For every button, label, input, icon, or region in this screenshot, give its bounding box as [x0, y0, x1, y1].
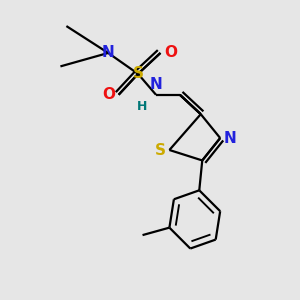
Text: N: N: [150, 77, 162, 92]
Text: O: O: [164, 46, 177, 61]
Text: S: S: [155, 142, 166, 158]
Text: S: S: [133, 66, 144, 81]
Text: N: N: [224, 130, 236, 146]
Text: N: N: [102, 46, 115, 61]
Text: O: O: [102, 87, 115, 102]
Text: H: H: [136, 100, 147, 113]
